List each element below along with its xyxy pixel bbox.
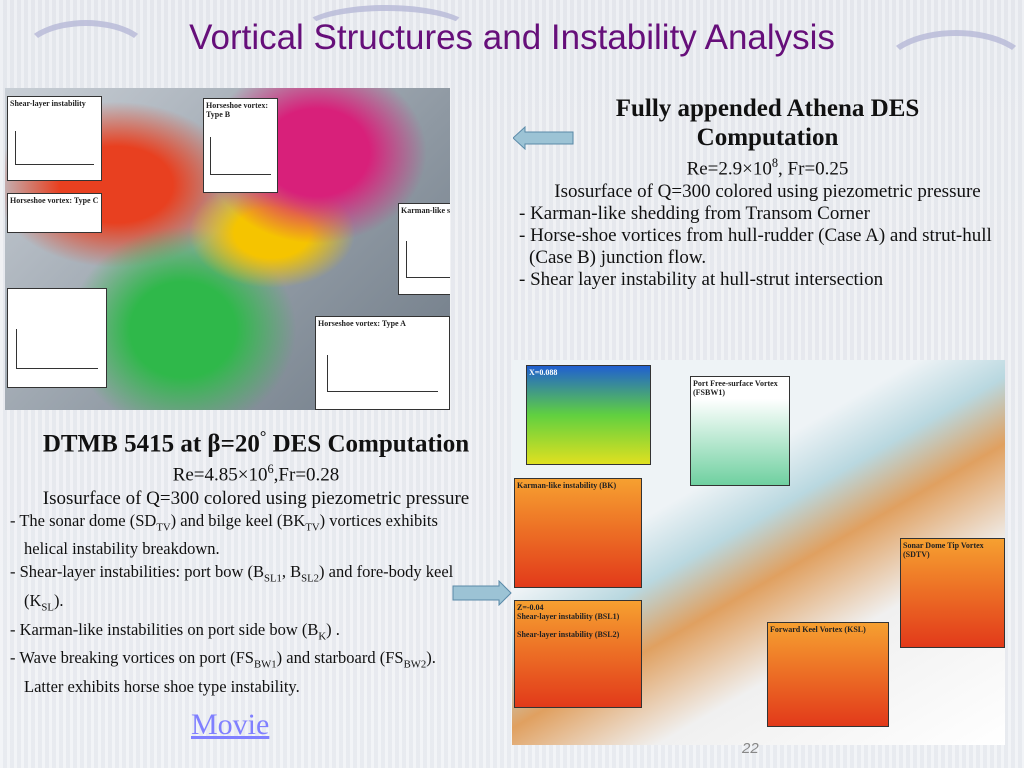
text-segment: ) and bilge keel (BK (170, 510, 306, 530)
text-segment: Re=2.9×10 (686, 158, 772, 180)
dtmb-params: Re=4.85×106,Fr=0.28 (0, 458, 512, 486)
movie-link[interactable]: Movie (191, 708, 270, 741)
inset-horseshoe-c-label: Horseshoe vortex: Type C (7, 193, 102, 233)
inset-label: Sonar Dome Tip Vortex (SDTV) (903, 541, 984, 559)
text-segment: ° (259, 428, 267, 446)
inset-bow-view: X=0.088 (526, 365, 651, 465)
text-segment: , Fr=0.25 (778, 158, 849, 180)
decorative-swirl (880, 30, 1024, 112)
inset-sonar-dome: Sonar Dome Tip Vortex (SDTV) (900, 538, 1005, 648)
arrow-left-icon (513, 126, 574, 150)
text-segment: BW2 (403, 658, 427, 671)
inset-horseshoe-a: Horseshoe vortex: Type A (315, 316, 450, 410)
inset-label: Shear-layer instability (10, 99, 86, 108)
text-segment: ,Fr=0.28 (273, 464, 340, 486)
text-segment: TV (156, 520, 171, 533)
text-segment: SL1 (264, 572, 282, 585)
text-segment: SL (41, 601, 54, 614)
text-segment: ) and starboard (FS (276, 648, 404, 668)
bullet-item: - Horse-shoe vortices from hull-rudder (… (515, 225, 1020, 269)
bullet-item: - Wave breaking vortices on port (FSBW1)… (0, 647, 462, 698)
text-segment: ) . (326, 619, 340, 639)
slide-title: Vortical Structures and Instability Anal… (189, 18, 835, 57)
inset-label: Karman-like shedding (401, 206, 450, 215)
dtmb-heading: DTMB 5415 at β=20° DES Computation (0, 423, 512, 458)
text-segment: - Shear-layer instabilities: port bow (B (10, 561, 264, 581)
inset-label: X=0.088 (529, 368, 558, 377)
inset-label: Shear-layer instability (BSL2) (517, 630, 620, 639)
text-segment: - Shear layer instability at hull-strut … (519, 269, 884, 291)
inset-forward-keel: Forward Keel Vortex (KSL) (767, 622, 889, 727)
inset-label: Forward Keel Vortex (KSL) (770, 625, 866, 634)
text-segment: TV (305, 520, 320, 533)
athena-isosurface: Isosurface of Q=300 colored using piezom… (554, 181, 981, 203)
text-segment: - Horse-shoe vortices from hull-rudder (… (519, 225, 992, 269)
text-segment: DES Computation (266, 430, 470, 458)
text-segment: - The sonar dome (SD (10, 510, 157, 530)
inset-shear-layer: Z=-0.04 Shear-layer instability (BSL1) She… (514, 600, 642, 708)
inset-karman: Karman-like instability (BK) (514, 478, 642, 588)
text-segment: - Karman-like instabilities on port side… (10, 619, 319, 639)
inset-label: Horseshoe vortex: Type A (318, 319, 406, 328)
inset-karman: Karman-like shedding (398, 203, 450, 295)
athena-text: Fully appended Athena DES Computation Re… (515, 94, 1020, 291)
text-segment: 6 (267, 462, 274, 477)
athena-bullets: - Karman-like shedding from Transom Corn… (515, 203, 1020, 291)
bullet-item: - Karman-like shedding from Transom Corn… (515, 203, 1020, 225)
text-segment: ). Latter exhibits horse shoe type insta… (24, 648, 436, 697)
inset-label: Horseshoe vortex: Type C (10, 196, 99, 205)
athena-params: Re=2.9×108, Fr=0.25 (515, 152, 1020, 180)
text-segment: DTMB 5415 at β=20 (42, 430, 260, 458)
decorative-swirl (20, 20, 152, 92)
dtmb-text: DTMB 5415 at β=20° DES Computation Re=4.… (0, 423, 512, 699)
text-segment: - Karman-like shedding from Transom Corn… (519, 203, 870, 225)
inset-label: Karman-like instability (BK) (517, 481, 617, 490)
inset-label: Shear-layer instability (BSL1) (517, 612, 620, 621)
inset-shear-layer: Shear-layer instability (7, 96, 102, 181)
bullet-item: - Shear layer instability at hull-strut … (515, 269, 1020, 291)
text-segment: ). (53, 590, 64, 610)
text-segment: , B (281, 561, 302, 581)
text-segment: ) vortices exhibits helical instability … (24, 510, 438, 559)
text-segment: K (318, 629, 327, 642)
dtmb-isosurface: Isosurface of Q=300 colored using piezom… (42, 487, 470, 509)
text-segment: SL2 (301, 572, 320, 585)
inset-label: Z=-0.04 (517, 603, 544, 612)
athena-des-visualization: Shear-layer instability Horseshoe vortex… (5, 88, 450, 410)
inset-horseshoe-b: Horseshoe vortex: Type B (203, 98, 278, 193)
inset-label: Horseshoe vortex: Type B (206, 101, 268, 119)
text-segment: 8 (771, 156, 779, 170)
bullet-item: - Shear-layer instabilities: port bow (B… (0, 561, 462, 619)
text-segment: Re=4.85×10 (172, 464, 268, 486)
bullet-item: - Karman-like instabilities on port side… (0, 619, 462, 648)
inset-port-free-surface: Port Free-surface Vortex (FSBW1) (690, 376, 790, 486)
text-segment: - Wave breaking vortices on port (FS (10, 648, 254, 668)
athena-heading: Fully appended Athena DES Computation (615, 95, 920, 151)
arrow-right-icon (452, 580, 512, 606)
dtmb-des-visualization: X=0.088 Port Free-surface Vortex (FSBW1)… (512, 360, 1005, 745)
inset-plot (7, 288, 107, 388)
decorative-swirl (300, 5, 472, 57)
page-number: 22 (742, 740, 759, 757)
dtmb-bullets: - The sonar dome (SDTV) and bilge keel (… (0, 510, 512, 699)
text-segment: BW1 (253, 658, 277, 671)
inset-label: Port Free-surface Vortex (FSBW1) (693, 379, 778, 397)
bullet-item: - The sonar dome (SDTV) and bilge keel (… (0, 510, 462, 561)
text-segment: ) and fore-body keel (K (24, 561, 454, 610)
